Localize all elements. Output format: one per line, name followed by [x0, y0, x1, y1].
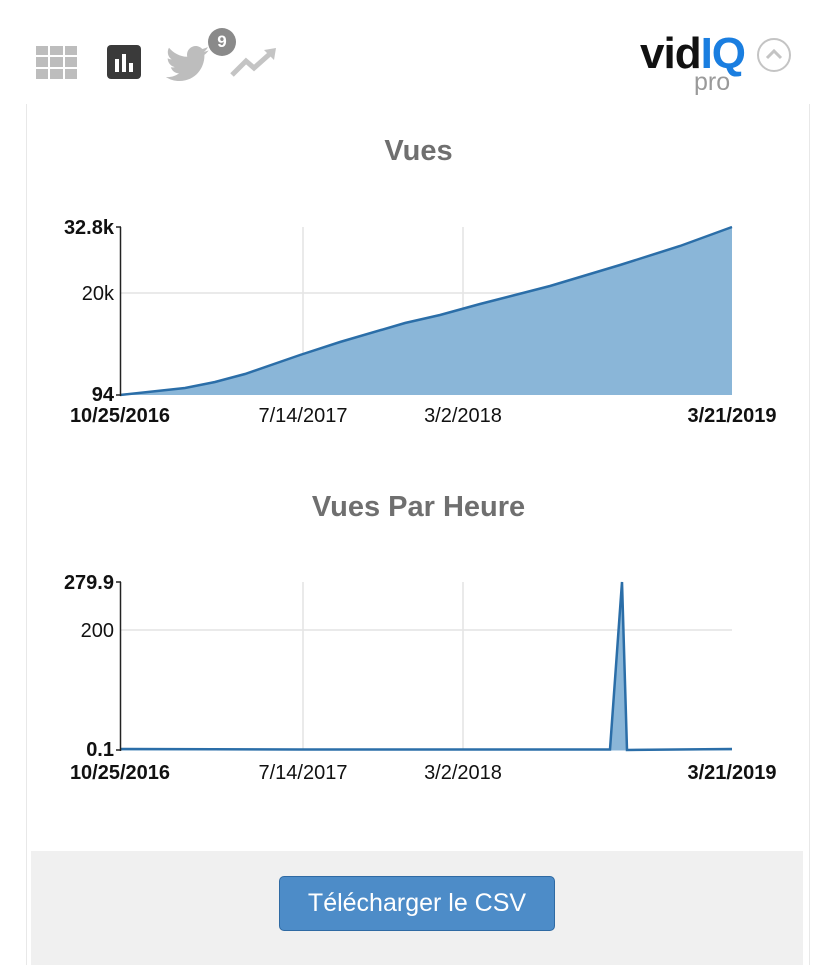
y-label-mid: 200: [81, 620, 114, 642]
x-label-end: 3/21/2019: [688, 762, 777, 784]
chevron-up-icon: [765, 48, 783, 60]
logo-pro-text: pro: [694, 68, 731, 96]
views-per-hour-chart-svg: 279.9 200 0.1 10/25/2016 7/14/2017 3/2/2…: [64, 572, 777, 784]
collapse-button[interactable]: [757, 38, 791, 72]
x-label-start: 10/25/2016: [70, 405, 170, 427]
views-per-hour-area: [120, 582, 732, 751]
twitter-icon[interactable]: [166, 46, 210, 82]
x-label-tick2: 3/2/2018: [424, 405, 502, 427]
chart-title-views: Vues: [384, 135, 453, 167]
y-label-bottom: 94: [92, 384, 115, 406]
grid-icon[interactable]: [36, 46, 78, 80]
trending-icon[interactable]: [230, 48, 278, 78]
x-label-tick2: 3/2/2018: [424, 762, 502, 784]
bar-chart-icon[interactable]: [107, 45, 141, 79]
x-label-start: 10/25/2016: [70, 762, 170, 784]
views-per-hour-chart: 279.9 200 0.1 10/25/2016 7/14/2017 3/2/2…: [0, 570, 837, 790]
toolbar: 9 vidIQ pro: [0, 0, 837, 100]
y-label-bottom: 0.1: [86, 739, 114, 761]
y-label-top: 279.9: [64, 572, 114, 594]
views-chart: 32.8k 20k 94 10/25/2016 7/14/2017 3/2/20…: [0, 215, 837, 435]
x-label-end: 3/21/2019: [688, 405, 777, 427]
logo-vid-text: vid: [640, 29, 702, 78]
notification-badge: 9: [208, 28, 236, 56]
x-label-tick1: 7/14/2017: [259, 405, 348, 427]
download-csv-button[interactable]: Télécharger le CSV: [279, 876, 555, 931]
y-label-top: 32.8k: [64, 217, 115, 239]
views-per-hour-line: [119, 581, 733, 752]
views-chart-svg: 32.8k 20k 94 10/25/2016 7/14/2017 3/2/20…: [64, 217, 777, 427]
logo-iq-text: IQ: [700, 29, 746, 78]
gridlines: [120, 582, 732, 750]
views-area: [120, 227, 732, 395]
y-label-mid: 20k: [82, 283, 115, 305]
views-line: [119, 225, 733, 397]
x-label-tick1: 7/14/2017: [259, 762, 348, 784]
vidiq-logo: vidIQ pro: [640, 30, 800, 100]
chart-title-views-per-hour: Vues Par Heure: [311, 491, 526, 523]
